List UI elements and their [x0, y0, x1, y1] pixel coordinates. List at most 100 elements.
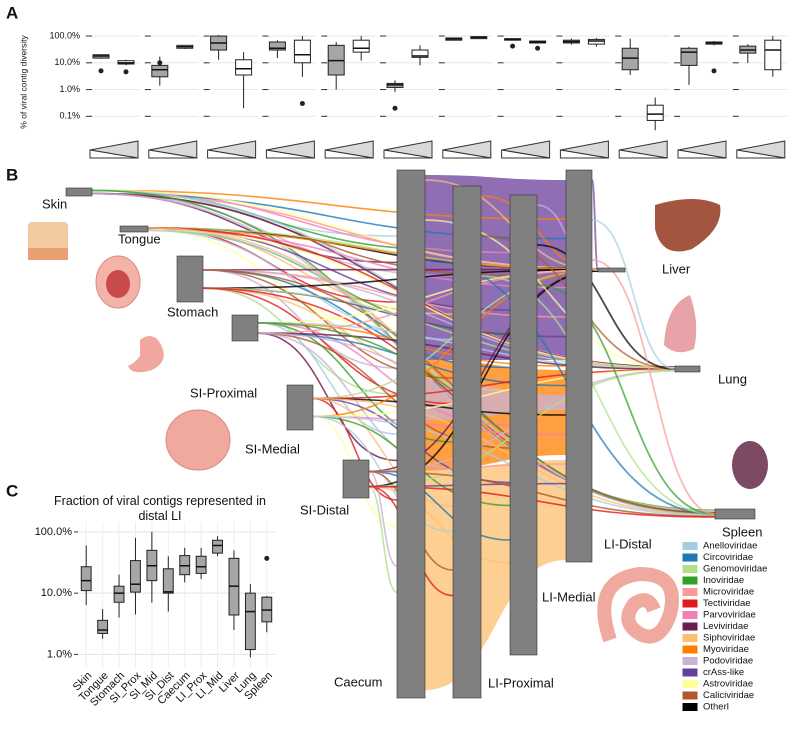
skin-icon-layer: [28, 248, 68, 260]
sankey-node: [714, 508, 756, 520]
node-label: LI-Medial: [542, 589, 596, 604]
node-label: Spleen: [722, 524, 762, 539]
box: [680, 47, 698, 66]
y-tick-label: 10.0%: [54, 57, 80, 67]
spleen-icon: [732, 441, 768, 489]
gradient-triangle: [383, 149, 433, 159]
legend-label: crAss-like: [703, 667, 744, 678]
flow: [257, 269, 599, 334]
flow: [368, 470, 398, 567]
box: [162, 568, 174, 594]
panel-label: C: [6, 481, 18, 500]
legend-label: Anelloviridae: [703, 541, 757, 552]
gradient-triangle: [207, 149, 256, 159]
legend-label: Caliciviridae: [703, 690, 754, 701]
gradient-triangle: [265, 149, 315, 159]
flow: [257, 332, 716, 516]
flow: [147, 229, 567, 289]
legend-swatch: [681, 621, 699, 632]
node-label: Stomach: [167, 304, 218, 319]
sankey-node: [565, 169, 593, 563]
flow: [312, 397, 398, 501]
box: [130, 560, 141, 593]
legend-label: Myoviridae: [703, 644, 749, 655]
sankey-node: [597, 267, 626, 273]
node-label: SI-Distal: [300, 502, 349, 517]
sankey-node: [286, 384, 314, 431]
flow: [257, 322, 398, 435]
outlier: [123, 69, 129, 75]
box: [411, 49, 429, 58]
box: [195, 555, 207, 574]
y-tick-label: 1.0%: [59, 84, 80, 94]
box: [80, 566, 92, 592]
liver-icon: [655, 199, 721, 252]
flow: [257, 322, 716, 515]
legend-label: Astroviridae: [703, 679, 753, 690]
legend-swatch: [681, 552, 699, 563]
box: [113, 585, 125, 603]
sankey-node: [509, 194, 538, 656]
flow: [368, 470, 716, 518]
outlier: [157, 60, 163, 66]
legend-swatch: [681, 690, 699, 701]
legend-label: Otherl: [703, 702, 729, 713]
legend-swatch: [681, 702, 699, 712]
y-tick-label: 100.0%: [35, 526, 73, 538]
y-tick-label: 1.0%: [47, 648, 72, 660]
flow: [591, 259, 716, 515]
gradient-triangle: [89, 149, 139, 159]
box: [352, 39, 370, 53]
legend-swatch: [681, 587, 699, 597]
box: [293, 39, 311, 64]
sankey-node: [65, 187, 93, 197]
tongue-icon: [106, 270, 130, 298]
flow: [257, 332, 398, 462]
box: [212, 539, 223, 554]
flow: [368, 485, 716, 518]
flow: [591, 219, 676, 370]
node-label: Lung: [718, 371, 747, 386]
legend-swatch: [681, 679, 699, 689]
flow: [312, 369, 676, 418]
flow: [312, 415, 454, 533]
box: [244, 592, 256, 651]
legend-label: Circoviridae: [703, 552, 753, 563]
legend-swatch: [681, 656, 699, 666]
legend-label: Genomoviridae: [703, 564, 767, 575]
outlier: [510, 43, 516, 49]
sankey-node: [119, 225, 149, 233]
sankey-node: [231, 314, 259, 342]
flow: [368, 470, 511, 541]
legend-label: Parvoviridae: [703, 610, 756, 621]
flow: [368, 485, 511, 564]
legend-swatch: [681, 667, 699, 678]
gradient-triangle: [618, 149, 668, 159]
box: [97, 619, 109, 634]
panel-label: B: [6, 165, 18, 184]
flow: [312, 368, 676, 400]
legend-label: Microviridae: [703, 587, 754, 598]
outlier: [535, 45, 541, 51]
flow: [368, 485, 398, 594]
y-axis-label: % of viral contig diversity: [18, 34, 28, 128]
legend-swatch: [681, 541, 699, 551]
box: [235, 59, 253, 76]
flow: [202, 269, 398, 369]
box: [151, 64, 169, 78]
node-label: Liver: [662, 261, 691, 276]
outlier: [392, 105, 398, 111]
outlier: [264, 555, 270, 561]
node-label: Tongue: [118, 231, 161, 246]
legend-swatch: [681, 564, 699, 574]
illustrations: [28, 199, 768, 644]
gradient-triangle: [559, 149, 609, 159]
panel-label: A: [6, 3, 18, 22]
node-label: SI-Medial: [245, 441, 300, 456]
legend-label: Tectiviridae: [703, 598, 751, 609]
flow: [312, 397, 454, 507]
lung-icon: [664, 295, 697, 353]
sankey-node: [396, 169, 426, 699]
